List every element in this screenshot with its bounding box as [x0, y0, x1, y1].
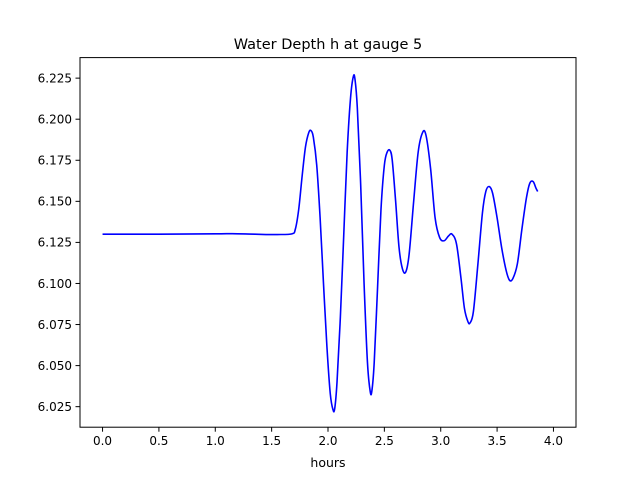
x-axis: 0.0 0.5 1.0 1.5 2.0 2.5 3.0 3.5 4.0 [93, 427, 563, 448]
series-line-0 [102, 74, 539, 413]
chart-title: Water Depth h at gauge 5 [234, 37, 422, 53]
y-tick-label: 6.200 [38, 113, 72, 127]
plot-layer [102, 74, 539, 413]
y-tick-label: 6.125 [38, 236, 72, 250]
x-tick-label: 2.5 [375, 434, 394, 448]
x-tick-label: 4.0 [544, 434, 563, 448]
y-tick-label: 6.075 [38, 318, 72, 332]
y-tick-label: 6.025 [38, 400, 72, 414]
y-tick-label: 6.150 [38, 195, 72, 209]
y-tick-label: 6.100 [38, 277, 72, 291]
x-tick-label: 3.5 [488, 434, 507, 448]
y-tick-label: 6.175 [38, 154, 72, 168]
x-tick-label: 0.5 [149, 434, 168, 448]
y-tick-label: 6.225 [38, 71, 72, 85]
x-axis-label: hours [310, 455, 345, 470]
x-tick-label: 1.0 [206, 434, 225, 448]
x-tick-label: 2.0 [318, 434, 337, 448]
x-tick-label: 1.5 [262, 434, 281, 448]
y-tick-label: 6.050 [38, 359, 72, 373]
x-tick-label: 3.0 [431, 434, 450, 448]
x-tick-label: 0.0 [93, 434, 112, 448]
y-axis: 6.025 6.050 6.075 6.100 6.125 6.150 6.175 6.200… [38, 71, 80, 414]
